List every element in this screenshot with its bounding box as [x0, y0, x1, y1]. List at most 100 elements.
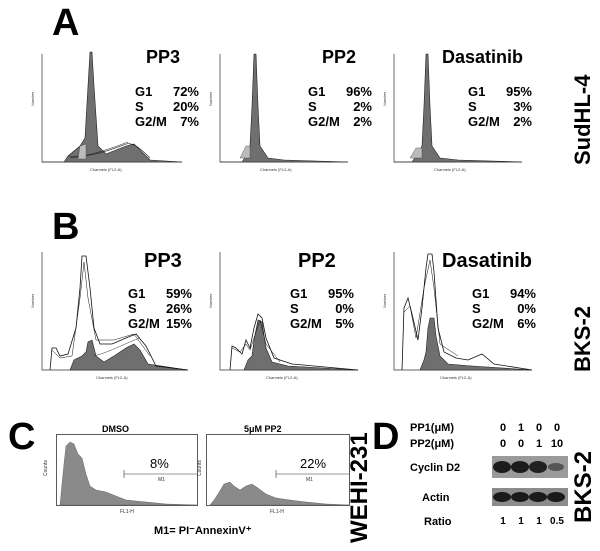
- stat-value: 2%: [353, 114, 372, 129]
- stat-value: 7%: [180, 114, 199, 129]
- flow-plot-pp2-xlabel: FL1-H: [270, 509, 284, 515]
- wb-band-label-cyclin: Cyclin D2: [410, 462, 461, 474]
- wb-ratio: 0.5: [550, 516, 564, 527]
- panel-c: DMSO 8% M1 FL1-H Counts 5μM PP2 22% M1 F…: [43, 424, 350, 537]
- stat-key: G1: [135, 84, 153, 99]
- histogram-b-dasatinib-drug: Dasatinib: [442, 250, 533, 272]
- stat-value: 72%: [172, 84, 199, 99]
- histogram-a-dasatinib-drug: Dasatinib: [442, 47, 524, 67]
- stat-key: G1: [290, 286, 308, 301]
- stat-row: S 2%: [308, 99, 372, 114]
- svg-text:Number: Number: [30, 91, 35, 106]
- svg-text:Channels (FL2-A): Channels (FL2-A): [90, 167, 122, 172]
- stat-key: G1: [468, 84, 486, 99]
- wb-value: 1: [517, 422, 525, 434]
- stat-value: 2%: [353, 99, 372, 114]
- stat-key: G2/M: [468, 114, 500, 129]
- svg-text:Channels (FL2-A): Channels (FL2-A): [434, 167, 466, 172]
- stat-value: 5%: [335, 316, 354, 331]
- flow-plot-dmso-title: DMSO: [102, 424, 129, 434]
- stat-row: G2/M 5%: [290, 316, 354, 331]
- stat-key: S: [468, 99, 477, 114]
- wb-band-actin: [492, 488, 568, 506]
- wb-value: 10: [550, 438, 564, 450]
- histogram-a-pp3-plot: Number Channels (FL2-A): [30, 51, 183, 172]
- flow-plot-pp2: 22% M1 FL1-H: [206, 434, 350, 515]
- wb-value: 0: [499, 438, 507, 450]
- stat-row: S 0%: [472, 301, 536, 316]
- svg-text:Number: Number: [208, 293, 213, 308]
- stat-row: G2/M 7%: [135, 114, 199, 129]
- wb-band-cyclin: [492, 456, 568, 478]
- histogram-a-pp3: Number Channels (FL2-A) PP3 G1 72% S 20% G…: [30, 46, 199, 176]
- stat-value: 95%: [505, 84, 532, 99]
- svg-text:Channels (FL2-A): Channels (FL2-A): [440, 375, 472, 380]
- histogram-a-dasatinib-stats: G1 95% S 3% G2/M 2%: [468, 84, 532, 129]
- svg-text:Number: Number: [208, 91, 213, 106]
- histogram-b-pp3-stats: G1 59% S 26% G2/M 15%: [128, 286, 192, 331]
- stat-key: S: [308, 99, 317, 114]
- stat-key: G2/M: [472, 316, 504, 331]
- histogram-a-pp2: Number Channels (FL2-A) PP2 G1 96% S 2% G2…: [208, 46, 372, 176]
- stat-row: G1 96%: [308, 84, 372, 99]
- stat-value: 95%: [327, 286, 354, 301]
- panel-a: Number Channels (FL2-A) PP3 G1 72% S 20% G…: [0, 0, 600, 200]
- flow-plot-dmso: 8% M1 FL1-H: [56, 434, 198, 515]
- stat-row: G1 72%: [135, 84, 199, 99]
- svg-text:Channels (FL2-A): Channels (FL2-A): [266, 375, 298, 380]
- stat-key: G1: [128, 286, 146, 301]
- svg-text:Number: Number: [30, 293, 35, 308]
- stat-row: G1 95%: [290, 286, 354, 301]
- histogram-a-pp2-stats: G1 96% S 2% G2/M 2%: [308, 84, 372, 129]
- stat-value: 0%: [335, 301, 354, 316]
- stat-value: 2%: [513, 114, 532, 129]
- wb-row-label-pp2: PP2(μM): [410, 438, 455, 450]
- svg-text:Channels (FL2-A): Channels (FL2-A): [96, 375, 128, 380]
- flow-plot-pp2-gate: M1: [306, 477, 313, 483]
- histogram-a-dasatinib: Number Channels (FL2-A) Dasatinib G1 95% …: [382, 46, 557, 176]
- stat-key: S: [128, 301, 137, 316]
- stat-row: G2/M 2%: [468, 114, 532, 129]
- panel-d: PP1(μM) 0 1 0 0 PP2(μM) 0 0 1 10 Cyclin …: [400, 420, 570, 540]
- histogram-b-pp2-stats: G1 95% S 0% G2/M 5%: [290, 286, 354, 331]
- stat-value: 59%: [165, 286, 192, 301]
- histogram-b-pp2-plot: Number Channels (FL2-A): [208, 252, 359, 380]
- svg-text:Channels (FL2-A): Channels (FL2-A): [260, 167, 292, 172]
- wb-ratio: 1: [500, 516, 506, 527]
- wb-row-label-pp1: PP1(μM): [410, 422, 455, 434]
- histogram-a-pp2-drug: PP2: [322, 47, 357, 67]
- stat-row: G1 94%: [472, 286, 536, 301]
- stat-key: G1: [472, 286, 490, 301]
- stat-key: S: [290, 301, 299, 316]
- flow-plot-dmso-percent: 8%: [150, 456, 169, 471]
- stat-value: 26%: [165, 301, 192, 316]
- wb-value: 0: [535, 422, 543, 434]
- stat-key: G2/M: [308, 114, 340, 129]
- histogram-a-pp2-plot: Number Channels (FL2-A): [208, 53, 349, 172]
- histogram-a-pp3-drug: PP3: [146, 47, 181, 67]
- flow-plot-dmso-xlabel: FL1-H: [120, 509, 134, 515]
- stat-row: S 3%: [468, 99, 532, 114]
- stat-value: 3%: [513, 99, 532, 114]
- wb-value: 0: [517, 438, 525, 450]
- histogram-b-dasatinib-stats: G1 94% S 0% G2/M 6%: [472, 286, 536, 331]
- stat-row: S 26%: [128, 301, 192, 316]
- flow-plot-dmso-svg: [56, 434, 198, 506]
- wb-ratio-label: Ratio: [424, 516, 452, 528]
- stat-row: G2/M 2%: [308, 114, 372, 129]
- stat-value: 15%: [165, 316, 192, 331]
- histogram-b-dasatinib-plot: Number Channels (FL2-A): [382, 252, 533, 380]
- stat-key: S: [472, 301, 481, 316]
- histogram-b-pp2-drug: PP2: [298, 250, 336, 272]
- stat-key: G2/M: [135, 114, 167, 129]
- stat-key: G1: [308, 84, 326, 99]
- stat-key: S: [135, 99, 144, 114]
- flow-plot-pp2-ylabel: Counts: [197, 460, 203, 476]
- wb-ratio: 1: [518, 516, 524, 527]
- stat-row: G1 95%: [468, 84, 532, 99]
- stat-row: S 20%: [135, 99, 199, 114]
- histogram-b-pp3-drug: PP3: [144, 250, 182, 272]
- flow-caption: M1= PI⁻AnnexinV⁺: [154, 525, 252, 537]
- wb-value: 0: [499, 422, 507, 434]
- stat-value: 6%: [517, 316, 536, 331]
